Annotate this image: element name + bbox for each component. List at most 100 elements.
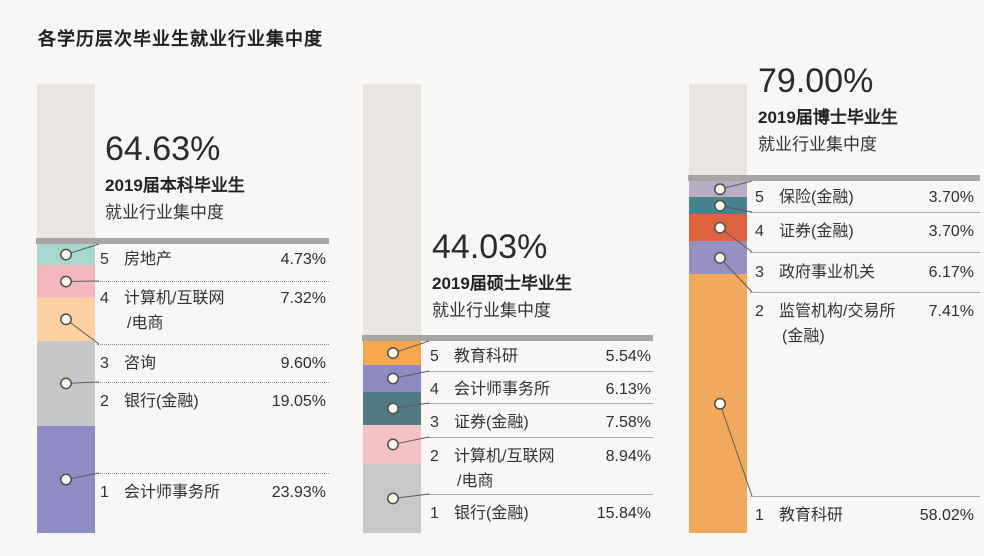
bar-segment-0-r5 <box>37 244 95 266</box>
row-separator <box>750 292 980 293</box>
industry-value: 7.58% <box>605 414 651 431</box>
industry-label: 3 政府事业机关 <box>755 260 875 285</box>
industry-rank: 4 <box>430 381 439 398</box>
industry-label-wrap: 5 保险(金融) <box>755 185 854 210</box>
industry-value: 6.13% <box>605 381 651 398</box>
industry-label: 5 教育科研 <box>430 344 518 369</box>
industry-row: 3 咨询 9.60% <box>100 351 326 376</box>
industry-value: 7.41% <box>928 303 974 320</box>
row-separator <box>97 344 329 345</box>
industry-rank: 4 <box>755 223 764 240</box>
industry-label: 1 银行(金融) <box>430 501 529 526</box>
industry-label-line2: (金融) <box>782 328 825 345</box>
bar-segment-2-r5 <box>689 181 747 198</box>
industry-rank: 3 <box>100 355 109 372</box>
industry-label-wrap: 1 会计师事务所 <box>100 480 220 505</box>
industry-rank: 2 <box>430 448 439 465</box>
industry-row: 2 监管机构/交易所 (金融) 7.41% <box>755 299 974 349</box>
row-separator <box>97 382 329 383</box>
industry-row: 3 政府事业机关 6.17% <box>755 260 974 285</box>
industry-value: 3.70% <box>928 223 974 240</box>
industry-value: 9.60% <box>280 355 326 372</box>
industry-name: 会计师事务所 <box>454 381 551 398</box>
industry-row: 5 保险(金融) 3.70% <box>755 185 974 210</box>
column-header: 64.63% 2019届本科毕业生 就业行业集中度 <box>105 126 245 226</box>
industry-value: 8.94% <box>605 448 651 465</box>
industry-rank: 2 <box>100 393 109 410</box>
concentration-total: 79.00% <box>758 62 874 100</box>
industry-name: 政府事业机关 <box>779 264 876 281</box>
industry-label: 4 计算机/互联网 <box>100 286 224 311</box>
row-separator <box>427 403 653 404</box>
industry-name: 教育科研 <box>454 348 519 365</box>
row-separator <box>750 496 980 497</box>
column-header: 79.00% 2019届博士毕业生 就业行业集中度 <box>758 58 898 158</box>
industry-value: 5.54% <box>605 348 651 365</box>
column-header: 44.03% 2019届硕士毕业生 就业行业集中度 <box>432 224 572 324</box>
row-separator <box>427 437 653 438</box>
industry-row: 5 教育科研 5.54% <box>430 344 651 369</box>
concentration-divider-line <box>36 238 329 244</box>
industry-row: 2 计算机/互联网/电商 8.94% <box>430 444 651 494</box>
industry-label: 3 证券(金融) <box>430 410 529 435</box>
industry-rank: 5 <box>100 251 109 268</box>
industry-name: 会计师事务所 <box>124 484 221 501</box>
bar-segment-2-r3 <box>689 213 747 242</box>
industry-name: 银行(金融) <box>124 393 199 410</box>
industry-label-wrap: 3 咨询 <box>100 351 156 376</box>
bar-segment-1-r3 <box>363 391 421 425</box>
industry-label-wrap: 4 会计师事务所 <box>430 377 550 402</box>
industry-label: 2 监管机构/交易所 <box>755 299 895 324</box>
bar-segment-2-r1 <box>689 274 747 533</box>
industry-name: 银行(金融) <box>454 505 529 522</box>
industry-rank: 2 <box>755 303 764 320</box>
industry-label-wrap: 1 教育科研 <box>755 503 843 528</box>
industry-label-line2: /电商 <box>457 473 494 490</box>
bar-segment-2-r4 <box>689 197 747 214</box>
industry-rank: 1 <box>430 505 439 522</box>
bar-segment-other <box>37 84 95 238</box>
industry-name: 保险(金融) <box>779 189 854 206</box>
bar-segment-other <box>363 84 421 335</box>
industry-label-wrap: 2 计算机/互联网/电商 <box>430 444 554 494</box>
cohort-label: 2019届博士毕业生 <box>758 108 898 127</box>
industry-label: 1 会计师事务所 <box>100 480 220 505</box>
industry-label: 4 证券(金融) <box>755 219 854 244</box>
row-separator <box>97 473 329 474</box>
industry-name: 房地产 <box>124 251 173 268</box>
industry-row: 1 会计师事务所 23.93% <box>100 480 326 505</box>
industry-value: 19.05% <box>271 393 326 410</box>
industry-label: 4 会计师事务所 <box>430 377 550 402</box>
industry-rank: 1 <box>100 484 109 501</box>
industry-label: 1 教育科研 <box>755 503 843 528</box>
industry-row: 2 银行(金融) 19.05% <box>100 389 326 414</box>
industry-label-wrap: 3 证券(金融) <box>430 410 529 435</box>
industry-value: 15.84% <box>596 505 651 522</box>
row-separator <box>427 494 653 495</box>
industry-row: 5 房地产 4.73% <box>100 247 326 272</box>
cohort-label: 2019届本科毕业生 <box>105 176 245 195</box>
industry-label-line2: /电商 <box>127 315 164 332</box>
bar-segment-other <box>689 84 747 175</box>
industry-label-wrap: 2 银行(金融) <box>100 389 199 414</box>
bar-segment-1-r1 <box>363 463 421 533</box>
concentration-total: 44.03% <box>432 228 548 266</box>
industry-row: 4 证券(金融) 3.70% <box>755 219 974 244</box>
industry-label: 5 房地产 <box>100 247 172 272</box>
bar-segment-2-r2 <box>689 241 747 275</box>
industry-label-wrap: 2 监管机构/交易所 (金融) <box>755 299 895 349</box>
industry-value: 58.02% <box>919 507 974 524</box>
page-title: 各学历层次毕业生就业行业集中度 <box>38 29 323 49</box>
industry-label-wrap: 5 房地产 <box>100 247 172 272</box>
column-subtitle: 就业行业集中度 <box>432 301 551 320</box>
column-subtitle: 就业行业集中度 <box>105 203 224 222</box>
industry-label-wrap: 4 计算机/互联网/电商 <box>100 286 224 336</box>
cohort-label: 2019届硕士毕业生 <box>432 274 572 293</box>
concentration-divider-line <box>688 175 980 181</box>
industry-label: 3 咨询 <box>100 351 156 376</box>
industry-label-wrap: 1 银行(金融) <box>430 501 529 526</box>
row-separator <box>750 212 980 213</box>
bar-segment-0-r2 <box>37 340 95 426</box>
industry-row: 4 计算机/互联网/电商 7.32% <box>100 286 326 336</box>
